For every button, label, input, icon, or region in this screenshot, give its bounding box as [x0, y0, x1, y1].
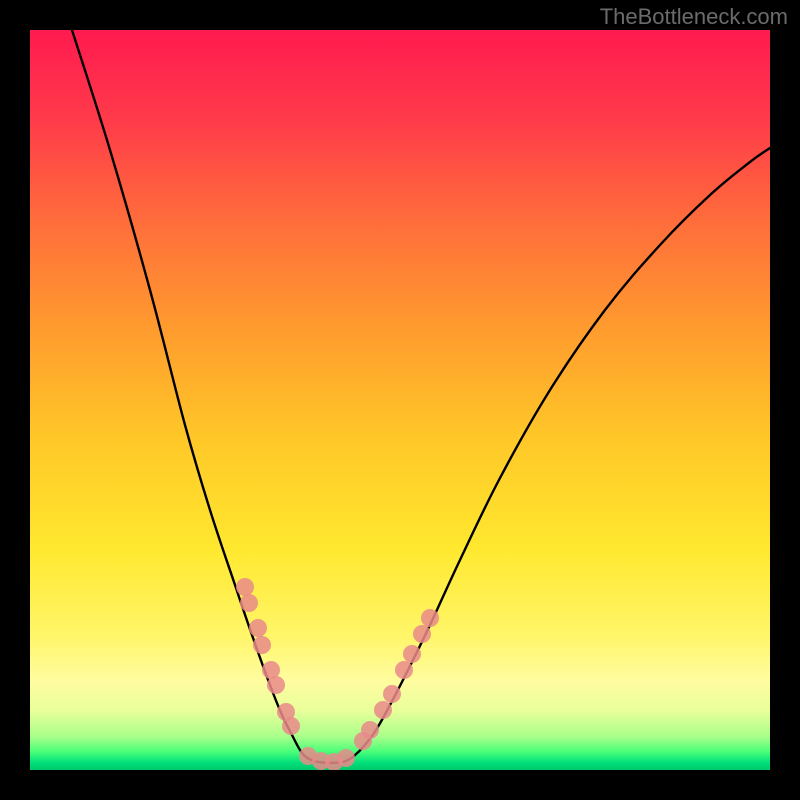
marker-right	[383, 685, 401, 703]
marker-right	[413, 625, 431, 643]
marker-bottom	[337, 749, 355, 767]
marker-right	[374, 701, 392, 719]
curve-overlay	[30, 30, 770, 770]
marker-left	[253, 636, 271, 654]
marker-left	[267, 676, 285, 694]
marker-right	[395, 661, 413, 679]
plot-area	[30, 30, 770, 770]
marker-right	[403, 645, 421, 663]
marker-left	[236, 578, 254, 596]
marker-left	[249, 619, 267, 637]
chart-container: TheBottleneck.com	[0, 0, 800, 800]
marker-left	[240, 594, 258, 612]
marker-left	[282, 717, 300, 735]
watermark-text: TheBottleneck.com	[600, 4, 788, 30]
marker-right	[361, 721, 379, 739]
v-curve	[72, 30, 770, 763]
marker-right	[421, 609, 439, 627]
